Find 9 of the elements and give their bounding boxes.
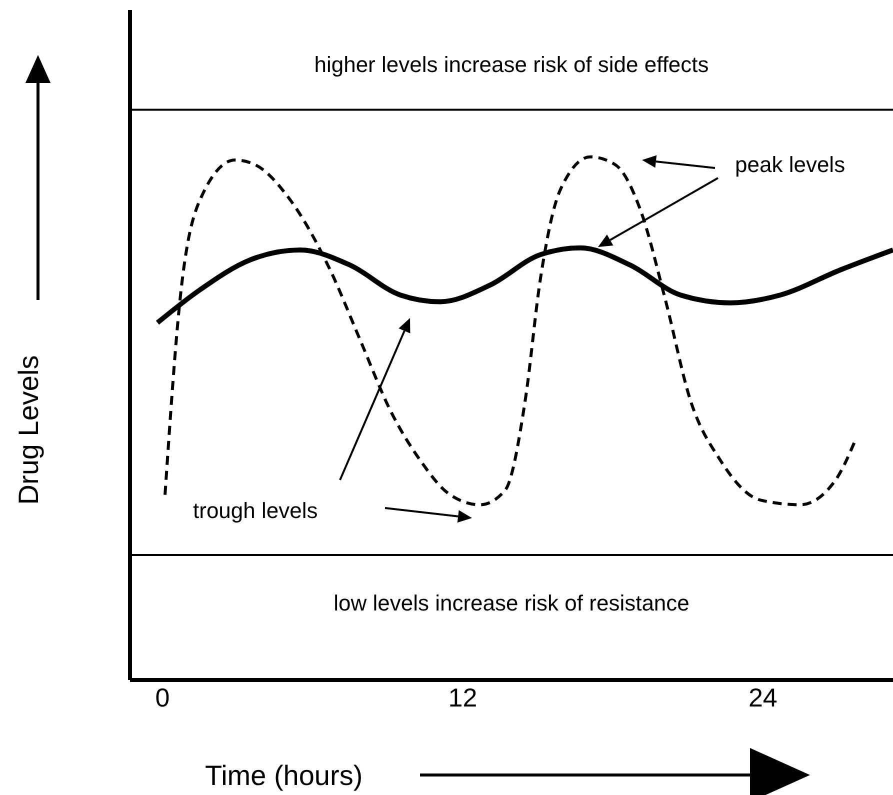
annotation: trough levels xyxy=(193,498,318,523)
x-tick-label: 0 xyxy=(155,682,170,712)
x-axis-title: Time (hours) xyxy=(205,760,363,791)
x-tick-label: 12 xyxy=(448,682,478,712)
ref-line-label: higher levels increase risk of side effects xyxy=(314,52,709,77)
annotation: peak levels xyxy=(735,152,846,177)
x-tick-label: 24 xyxy=(748,682,778,712)
y-axis-title: Drug Levels xyxy=(13,355,44,505)
ref-line-label: low levels increase risk of resistance xyxy=(334,590,690,616)
